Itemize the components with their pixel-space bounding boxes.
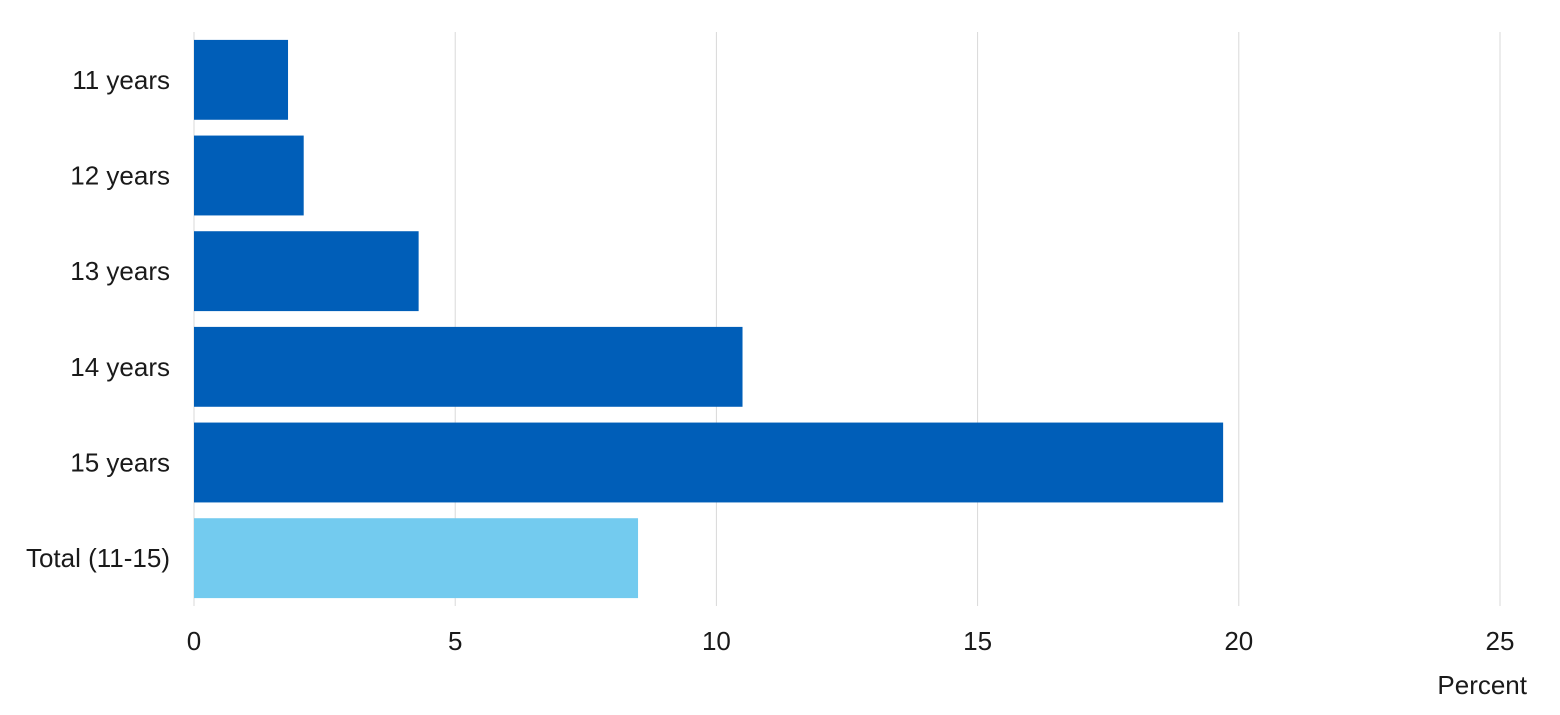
x-tick-label: 20 <box>1224 626 1253 656</box>
category-label: 14 years <box>70 352 170 382</box>
x-tick-label: 25 <box>1486 626 1515 656</box>
x-axis-title: Percent <box>1437 670 1527 700</box>
category-label: 12 years <box>70 161 170 191</box>
category-label: 11 years <box>72 65 170 95</box>
category-label: 13 years <box>70 256 170 286</box>
bar <box>194 326 743 407</box>
bar <box>194 518 639 599</box>
bar <box>194 231 419 312</box>
x-tick-label: 5 <box>448 626 462 656</box>
x-tick-label: 15 <box>963 626 992 656</box>
x-tick-label: 10 <box>702 626 731 656</box>
gridlines <box>193 32 1501 606</box>
bar <box>194 39 289 120</box>
category-label: Total (11-15) <box>26 543 170 573</box>
x-tick-label: 0 <box>187 626 201 656</box>
bar <box>194 135 304 216</box>
x-tick-labels: 0 5 10 15 20 25 <box>187 626 1515 656</box>
category-label: 15 years <box>70 448 170 478</box>
bars <box>194 39 1224 599</box>
category-labels: 11 years 12 years 13 years 14 years 15 years… <box>26 65 170 573</box>
bar <box>194 422 1224 503</box>
